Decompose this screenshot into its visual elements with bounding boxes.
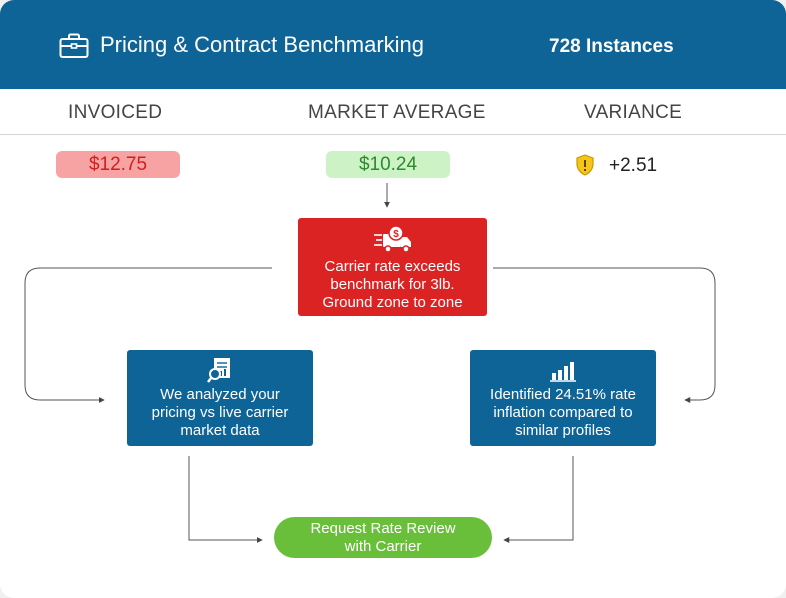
analysis-text: We analyzed your pricing vs live carrier… — [151, 386, 289, 439]
analysis-box: We analyzed your pricing vs live carrier… — [127, 350, 313, 446]
page-title: Pricing & Contract Benchmarking — [100, 32, 425, 57]
finding-box: Identified 24.51% rate inflation compare… — [470, 350, 656, 446]
report-analysis-icon — [207, 358, 230, 383]
instances-count: 728 Instances — [549, 36, 674, 57]
delivery-truck-dollar-icon: $ — [373, 225, 411, 253]
market-average-value: $10.24 — [326, 151, 450, 178]
bar-chart-icon — [550, 362, 576, 382]
invoiced-header: INVOICED — [68, 102, 163, 123]
rate-alert-box: $ Carrier rate exceeds benchmark for 3lb… — [298, 218, 487, 316]
finding-text: Identified 24.51% rate inflation compare… — [490, 386, 636, 439]
variance-value: +2.51 — [609, 155, 658, 176]
svg-text:$: $ — [393, 229, 399, 240]
invoiced-value: $12.75 — [56, 151, 180, 178]
briefcase-icon — [59, 33, 89, 58]
column-headers: INVOICED MARKET AVERAGE VARIANCE — [0, 89, 786, 135]
card-header: Pricing & Contract Benchmarking 728 Inst… — [0, 0, 786, 89]
variance-header: VARIANCE — [584, 102, 683, 123]
rate-alert-text: Carrier rate exceeds benchmark for 3lb. … — [322, 258, 463, 311]
market-average-header: MARKET AVERAGE — [308, 102, 486, 123]
request-rate-review-button[interactable]: Request Rate Review with Carrier — [274, 517, 492, 558]
warning-shield-icon — [576, 154, 594, 176]
